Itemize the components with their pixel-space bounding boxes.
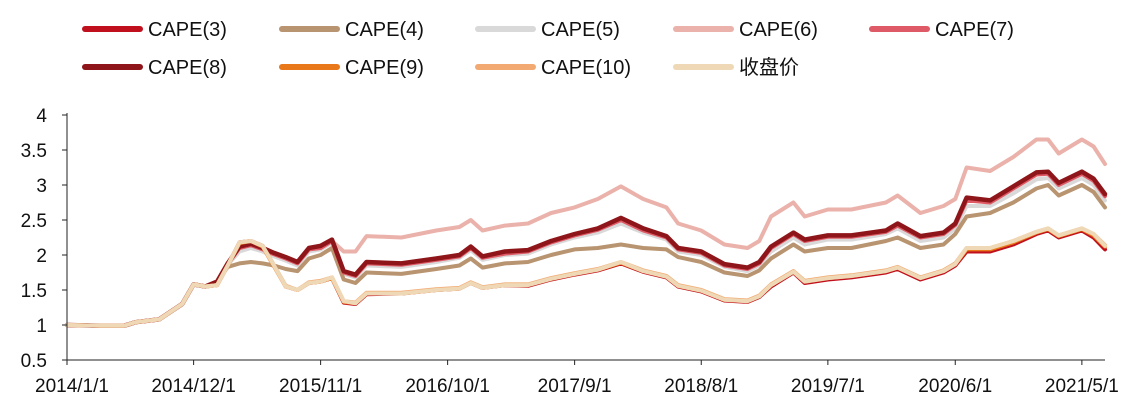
y-tick-label: 3 xyxy=(36,176,47,197)
legend-label: CAPE(9) xyxy=(345,57,424,79)
x-tick-label: 2017/9/1 xyxy=(538,376,612,397)
y-tick-label: 0.5 xyxy=(21,351,47,372)
y-tick-label: 2.5 xyxy=(21,211,47,232)
y-tick-label: 1.5 xyxy=(21,281,47,302)
legend-label: CAPE(6) xyxy=(739,19,818,41)
legend-label: CAPE(5) xyxy=(541,19,620,41)
legend-item-cape6: CAPE(6) xyxy=(673,19,818,41)
y-tick-label: 3.5 xyxy=(21,141,47,162)
x-tick-label: 2014/12/1 xyxy=(151,376,236,397)
legend-item-cape10: CAPE(10) xyxy=(475,57,631,79)
series-line-cape5 xyxy=(65,176,1107,328)
legend-item-cape7: CAPE(7) xyxy=(869,19,1014,41)
y-tick-label: 2 xyxy=(36,246,47,267)
x-tick-label: 2020/6/1 xyxy=(918,376,992,397)
legend-label: CAPE(3) xyxy=(148,19,227,41)
x-tick-label: 2016/10/1 xyxy=(405,376,490,397)
legend: CAPE(3) CAPE(4) CAPE(5) CAPE(6) CAPE(7) CAPE(… xyxy=(82,19,1014,79)
legend-label: 收盘价 xyxy=(739,56,799,79)
y-tick-label: 1 xyxy=(36,316,47,337)
x-tick-label: 2014/1/1 xyxy=(35,376,109,397)
legend-label: CAPE(4) xyxy=(345,19,424,41)
series-lines xyxy=(64,137,1108,328)
legend-item-cape9: CAPE(9) xyxy=(279,57,424,79)
axes: 0.5 1 1.5 2 2.5 3 3.5 4 2014/1/1 2014/12/1 2015/11… xyxy=(21,106,1119,397)
legend-item-收盘价: 收盘价 xyxy=(673,56,799,79)
x-tick-label: 2015/11/1 xyxy=(279,376,362,397)
legend-item-cape3: CAPE(3) xyxy=(82,19,227,41)
x-tick-label: 2019/7/1 xyxy=(791,376,865,397)
y-tick-label: 4 xyxy=(36,106,47,127)
series-line-cape4 xyxy=(65,183,1107,328)
x-tick-label: 2021/5/1 xyxy=(1045,376,1119,397)
series-line-收盘价 xyxy=(65,226,1107,328)
legend-item-cape5: CAPE(5) xyxy=(475,19,620,41)
legend-label: CAPE(10) xyxy=(541,57,631,79)
legend-label: CAPE(8) xyxy=(148,57,227,79)
legend-item-cape4: CAPE(4) xyxy=(279,19,424,41)
legend-label: CAPE(7) xyxy=(935,19,1014,41)
x-tick-label: 2018/8/1 xyxy=(664,376,738,397)
legend-item-cape8: CAPE(8) xyxy=(82,57,227,79)
